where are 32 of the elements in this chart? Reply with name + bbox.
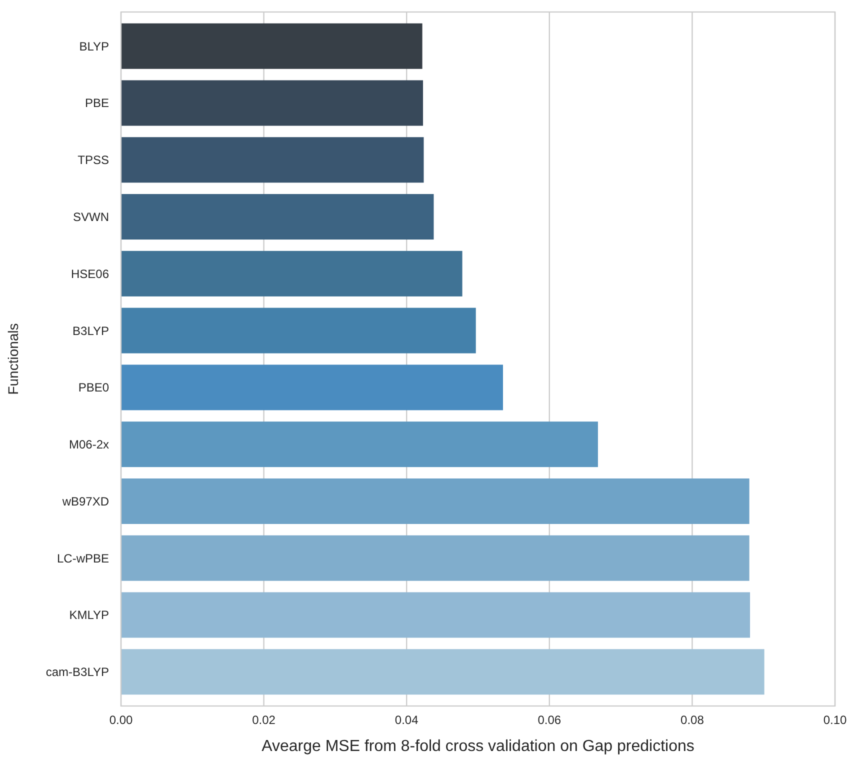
- y-axis-title: Functionals: [5, 323, 21, 395]
- bar: [121, 649, 764, 695]
- bar: [121, 478, 750, 524]
- y-tick-label: PBE0: [78, 380, 110, 395]
- y-tick-label: TPSS: [78, 153, 109, 168]
- y-tick-label: cam-B3LYP: [46, 665, 109, 680]
- y-tick-label: KMLYP: [69, 608, 109, 622]
- bar: [121, 535, 750, 581]
- x-tick-label: 0.08: [680, 713, 704, 727]
- y-tick-label: BLYP: [79, 39, 109, 54]
- x-axis-title: Avearge MSE from 8-fold cross validation on Gap predictions: [262, 738, 694, 755]
- bar: [121, 364, 503, 410]
- bar: [121, 250, 462, 296]
- x-tick-label: 0.02: [252, 713, 276, 727]
- y-tick-label: LC-wPBE: [56, 551, 109, 566]
- x-tick-label: 0.04: [394, 713, 419, 727]
- bar: [121, 308, 476, 354]
- bar: [121, 137, 424, 183]
- bar: [121, 80, 424, 126]
- bar: [121, 592, 750, 638]
- bar: [121, 23, 422, 69]
- y-tick-label: B3LYP: [72, 324, 109, 338]
- y-tick-label: wB97XD: [61, 494, 110, 508]
- x-tick-label: 0.00: [109, 713, 133, 727]
- x-tick-label: 0.10: [823, 713, 847, 727]
- bar: [121, 422, 598, 468]
- bar: [121, 194, 434, 240]
- y-tick-label: PBE: [84, 96, 109, 110]
- y-tick-label: HSE06: [70, 266, 110, 281]
- x-tick-label: 0.06: [538, 713, 562, 727]
- y-tick-label: M06-2x: [68, 438, 109, 452]
- y-tick-label: SVWN: [73, 210, 109, 224]
